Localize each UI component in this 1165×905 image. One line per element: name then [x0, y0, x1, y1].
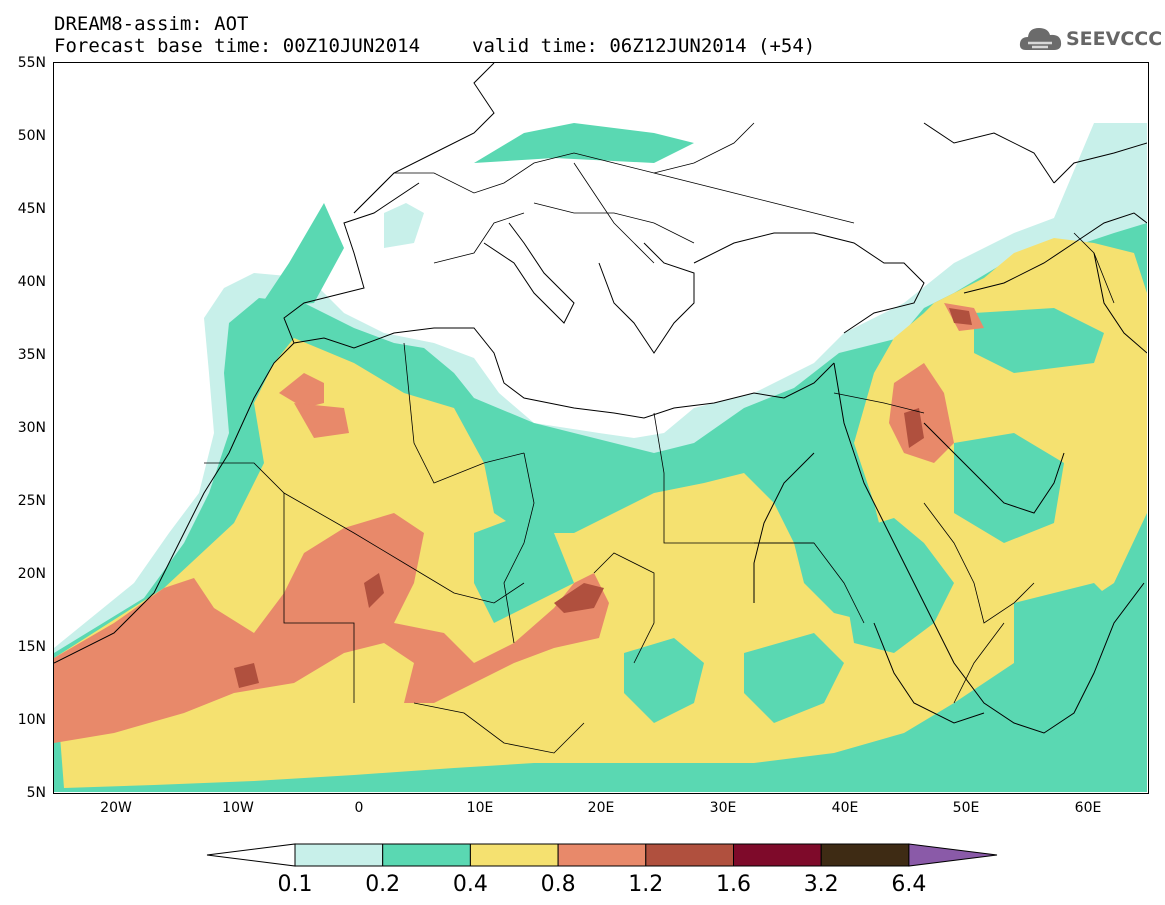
lat-label: 40N [17, 274, 46, 290]
lat-label: 5N [26, 785, 46, 801]
lat-label: 30N [17, 420, 46, 436]
lon-label: 20W [100, 800, 132, 816]
chart-title: DREAM8-assim: AOT [54, 13, 249, 35]
lat-label: 35N [17, 347, 46, 363]
map-plot-area [53, 62, 1149, 794]
lon-label: 50E [952, 800, 980, 816]
lat-label: 20N [17, 566, 46, 582]
colorbar-label: 6.4 [891, 872, 927, 897]
colorbar-label: 1.6 [716, 872, 751, 897]
colorbar-below-arrow [206, 843, 296, 867]
lat-label: 25N [17, 493, 46, 509]
colorbar-label: 1.2 [628, 872, 664, 897]
colorbar-segment [645, 843, 734, 867]
colorbar-label: 3.2 [803, 872, 839, 897]
lon-label: 20E [587, 800, 615, 816]
colorbar-segment [294, 843, 384, 867]
forecast-times: Forecast base time: 00Z10JUN2014 valid ti… [54, 36, 815, 56]
lat-label: 10N [17, 712, 46, 728]
lon-label: 40E [831, 800, 859, 816]
aot-band-0.2-inner [474, 308, 1134, 743]
lon-label: 60E [1074, 800, 1102, 816]
seevccc-logo: SEEVCCC [1018, 22, 1162, 58]
colorbar-segment [469, 843, 559, 867]
valid-time: valid time: 06Z12JUN2014 (+54) [472, 35, 816, 57]
logo-text: SEEVCCC [1066, 28, 1163, 50]
colorbar-svg [206, 843, 998, 867]
lon-label: 10W [222, 800, 254, 816]
lon-label: 30E [709, 800, 737, 816]
colorbar-segment [557, 843, 647, 867]
colorbar-above-arrow [908, 843, 998, 867]
colorbar-segment [382, 843, 471, 867]
lat-label: 50N [17, 128, 46, 144]
colorbar-label: 0.2 [365, 872, 401, 897]
lat-label: 55N [17, 55, 46, 71]
coastlines [54, 63, 1147, 734]
colorbar-segment [820, 843, 910, 867]
lon-label: 10E [466, 800, 494, 816]
aot-field-map [54, 63, 1147, 792]
colorbar-label: 0.8 [540, 872, 576, 897]
lon-label: 0 [354, 800, 364, 816]
aot-band-0.8 [54, 303, 984, 743]
lat-label: 15N [17, 639, 46, 655]
cloud-icon [1019, 28, 1062, 50]
forecast-base-time: Forecast base time: 00Z10JUN2014 [54, 35, 421, 57]
colorbar-label: 0.1 [277, 872, 313, 897]
colorbar-label: 0.4 [452, 872, 488, 897]
colorbar-segment [733, 843, 822, 867]
aot-band-1.2 [234, 308, 972, 688]
country-borders [204, 122, 1115, 754]
color-legend [0, 840, 1165, 900]
lat-label: 45N [17, 201, 46, 217]
